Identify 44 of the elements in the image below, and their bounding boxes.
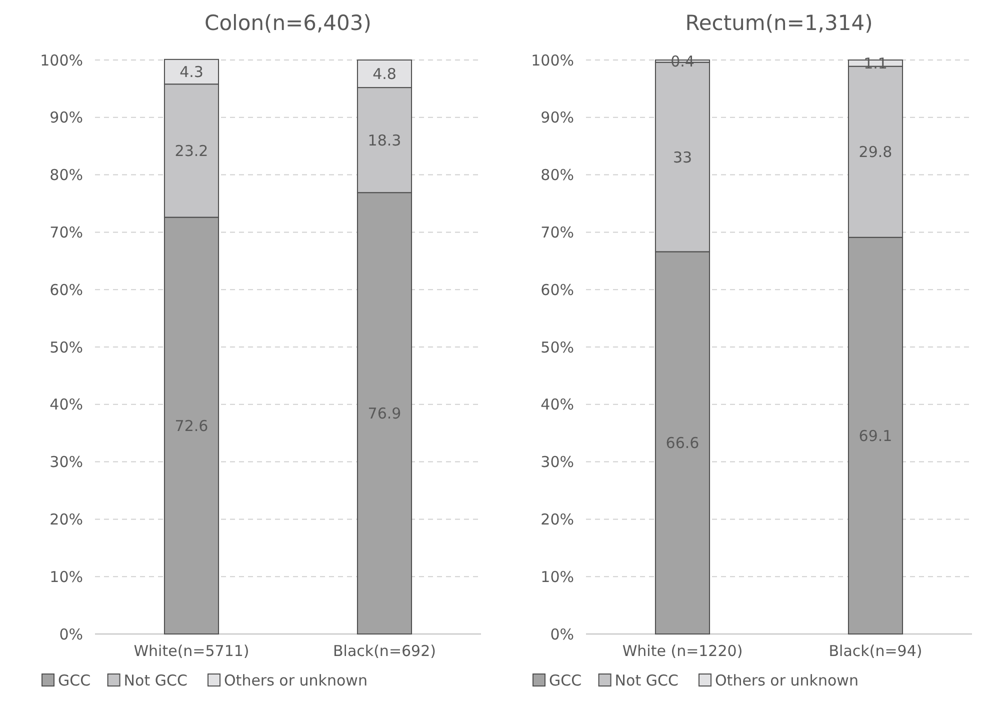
- data-label: 72.6: [174, 416, 208, 435]
- y-tick-label: 20%: [50, 510, 83, 528]
- chart-title: Colon(n=6,403): [204, 11, 372, 35]
- x-tick-label: White(n=5711): [134, 642, 250, 660]
- y-tick-label: 80%: [540, 166, 574, 184]
- legend-label: Not GCC: [614, 671, 678, 690]
- y-tick-label: 90%: [50, 108, 83, 127]
- y-tick-label: 0%: [59, 625, 83, 644]
- legend-label: Others or unknown: [715, 671, 858, 690]
- y-tick-label: 100%: [531, 51, 574, 70]
- y-tick-label: 30%: [540, 453, 574, 472]
- legend-label: Others or unknown: [224, 671, 368, 690]
- legend-label: GCC: [58, 671, 91, 690]
- y-tick-label: 0%: [550, 625, 574, 644]
- y-tick-label: 70%: [50, 223, 83, 242]
- y-tick-label: 40%: [50, 396, 83, 414]
- y-tick-label: 50%: [50, 338, 83, 356]
- data-label: 69.1: [858, 426, 892, 445]
- data-label: 29.8: [858, 143, 892, 162]
- y-tick-label: 90%: [540, 108, 574, 127]
- y-tick-label: 10%: [540, 568, 574, 586]
- y-tick-label: 30%: [50, 453, 83, 472]
- x-tick-label: Black(n=94): [828, 642, 922, 660]
- data-label: 23.2: [174, 142, 208, 160]
- data-label: 33: [672, 148, 692, 166]
- y-tick-label: 100%: [40, 51, 83, 70]
- y-tick-label: 40%: [540, 396, 574, 414]
- y-tick-label: 50%: [540, 338, 574, 356]
- data-label: 4.3: [180, 63, 204, 82]
- chart-title: Rectum(n=1,314): [685, 11, 873, 35]
- x-tick-label: White (n=1220): [622, 642, 743, 660]
- legend-label: GCC: [549, 671, 582, 690]
- y-tick-label: 60%: [540, 280, 574, 299]
- data-label: 76.9: [368, 404, 402, 423]
- x-tick-label: Black(n=692): [333, 642, 436, 660]
- y-tick-label: 80%: [50, 166, 83, 184]
- y-tick-label: 20%: [540, 510, 574, 528]
- y-tick-label: 70%: [540, 223, 574, 242]
- y-tick-label: 60%: [50, 280, 83, 299]
- data-label: 18.3: [368, 131, 402, 150]
- y-tick-label: 10%: [50, 568, 83, 586]
- data-label: 66.6: [666, 434, 700, 452]
- data-label: 4.8: [372, 65, 396, 84]
- legend-label: Not GCC: [124, 671, 188, 690]
